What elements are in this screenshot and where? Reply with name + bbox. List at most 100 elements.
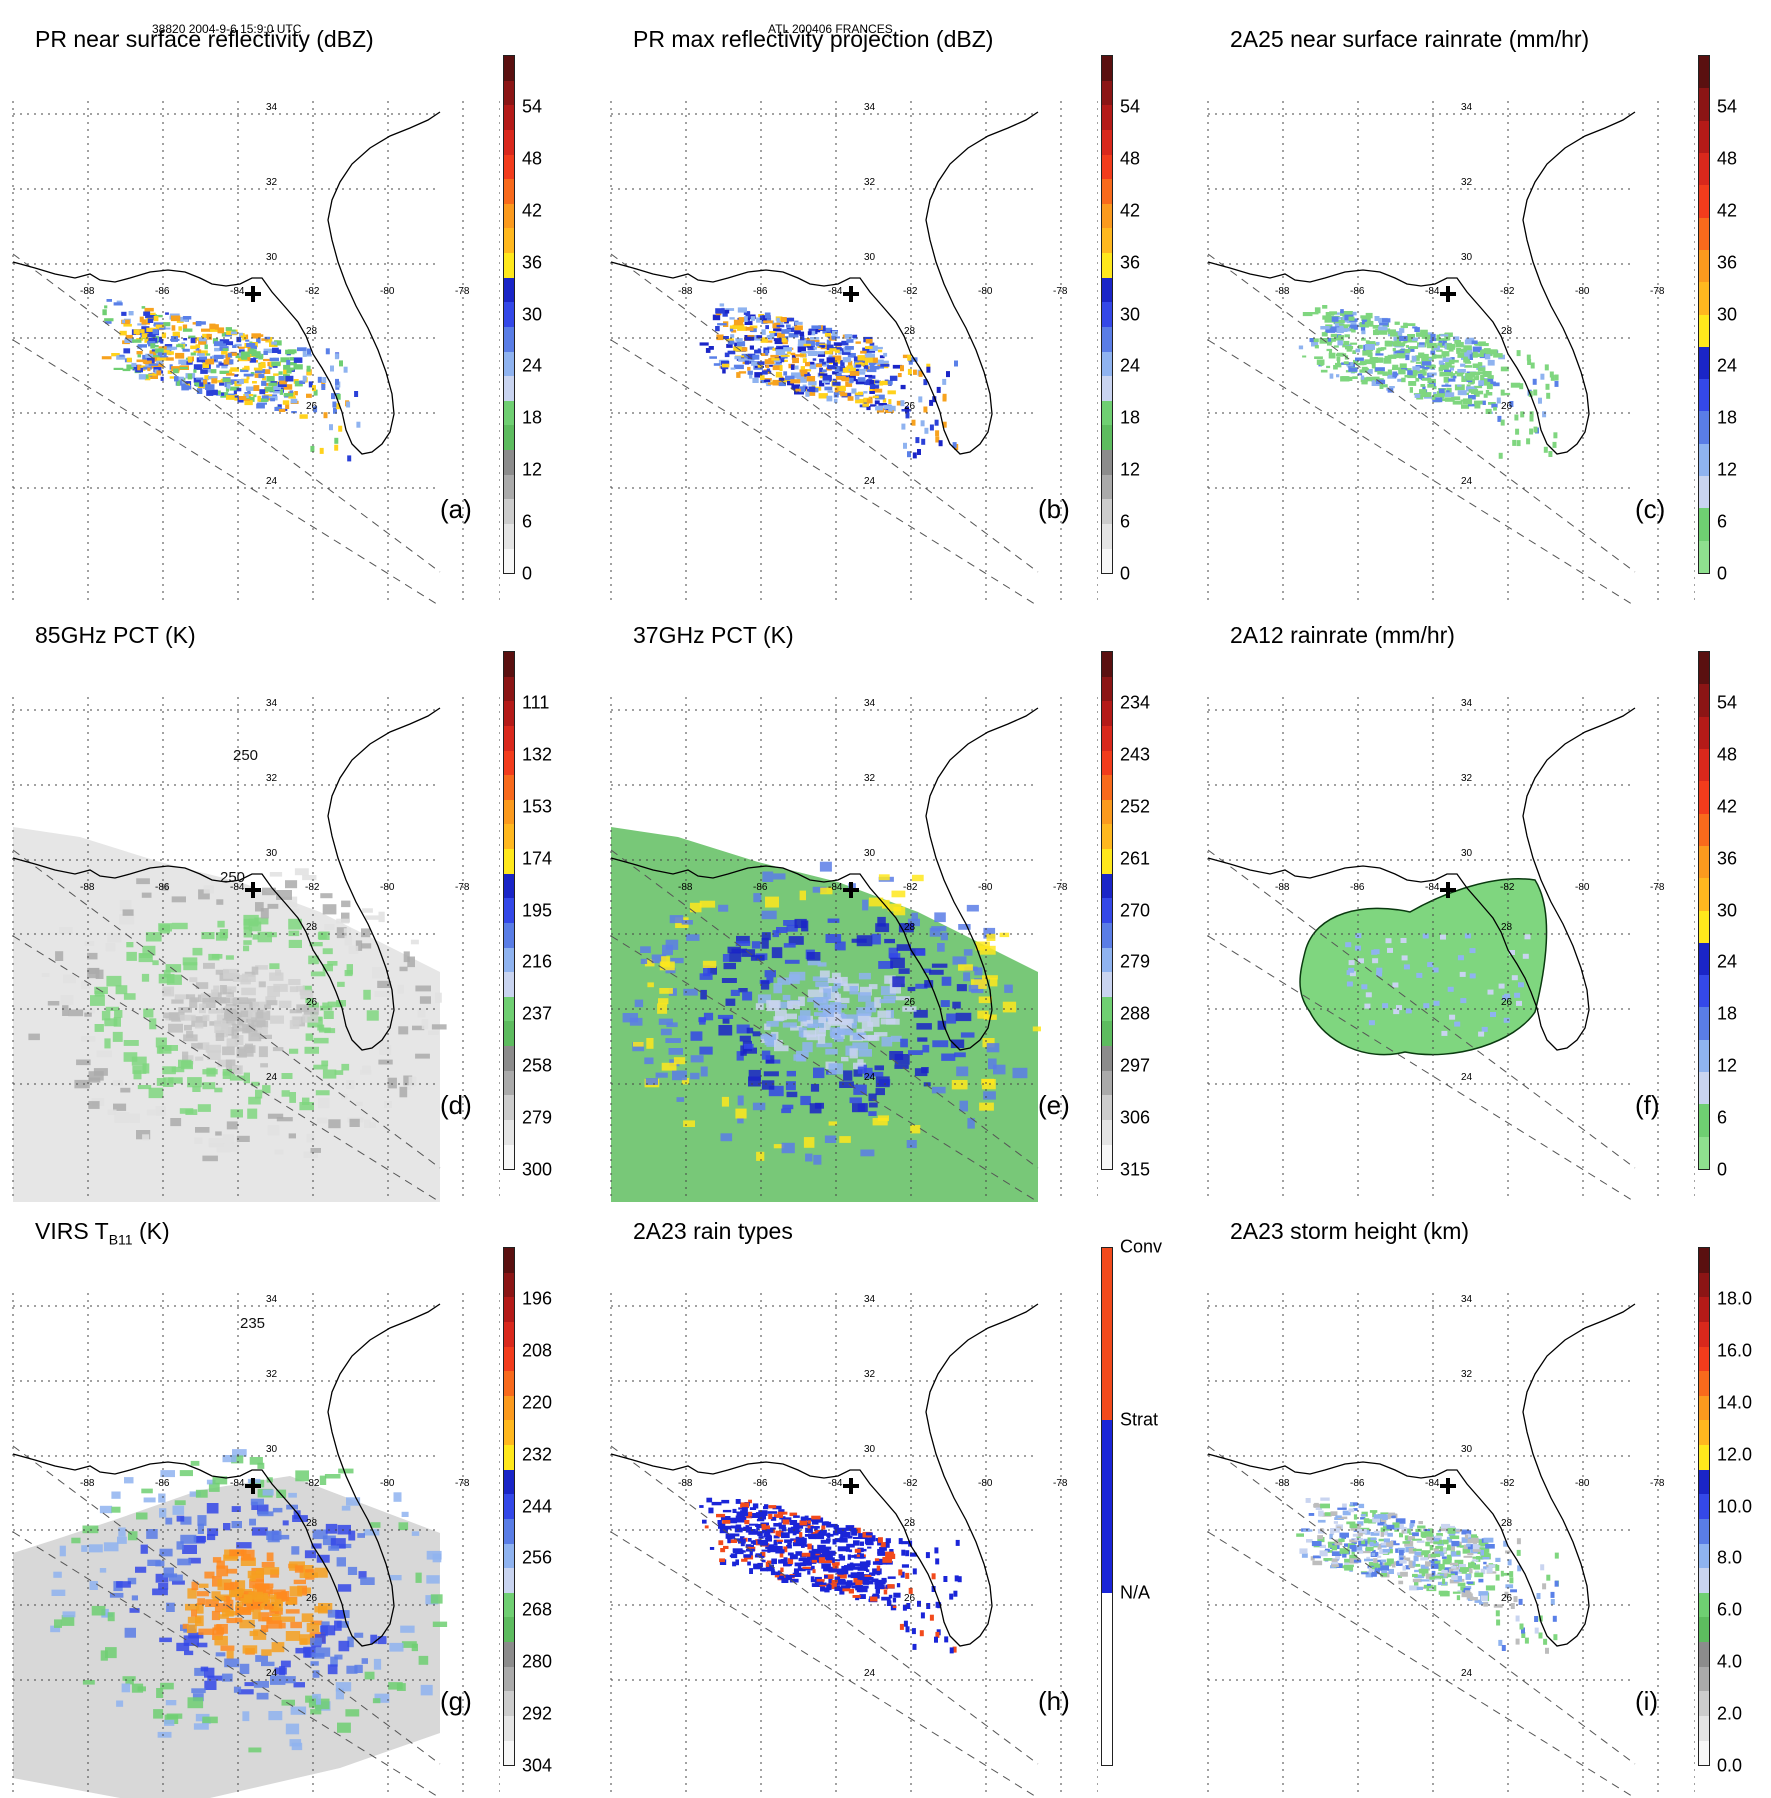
colorbar-segment (1699, 282, 1709, 315)
panel-letter: (b) (1038, 494, 1070, 524)
longitude-label: -86 (155, 286, 170, 297)
colorbar-tick-label: 18 (1717, 407, 1738, 428)
colorbar-segment (1102, 425, 1112, 450)
colorbar-segment (1699, 1518, 1709, 1544)
colorbar-tick-label: 0 (1120, 563, 1131, 584)
longitude-label: -88 (1275, 1478, 1290, 1489)
colorbar-segment (504, 1046, 514, 1071)
colorbar-segment (1102, 277, 1112, 303)
latitude-label: 26 (306, 997, 318, 1008)
precip-field (101, 299, 361, 462)
colorbar-segment (1102, 105, 1112, 130)
storm-name-header: ATL 200406 FRANCES (768, 22, 893, 36)
latitude-label: 34 (1461, 1294, 1473, 1305)
colorbar-segment (1102, 1420, 1112, 1593)
colorbar-tick-label: 30 (1120, 304, 1141, 324)
storm-center-icon (245, 1478, 261, 1494)
storm-center-icon (245, 882, 261, 898)
colorbar-segment (504, 400, 514, 426)
longitude-label: -82 (305, 882, 320, 893)
colorbar-segment (1102, 400, 1112, 426)
coastline (610, 707, 1039, 1051)
storm-center-icon (843, 1478, 859, 1494)
latitude-label: 32 (864, 1369, 876, 1380)
colorbar-segment (1699, 1371, 1709, 1396)
panel-title: 85GHz PCT (K) (35, 622, 196, 648)
colorbar-tick-label: 54 (522, 96, 543, 117)
colorbar-segment (1102, 775, 1112, 800)
latitude-label: 30 (864, 252, 876, 263)
latitude-label: 32 (1461, 177, 1473, 188)
latitude-label: 26 (306, 401, 318, 412)
storm-center-icon (245, 286, 261, 302)
panel-title: 2A23 rain types (633, 1218, 793, 1244)
latitude-label: 26 (904, 997, 916, 1008)
map-plot: 34 32 30 28 26 24 -88 -86 -84 -82 -80 -78 (12, 101, 500, 606)
colorbar-tick-label: 304 (522, 1755, 553, 1776)
longitude-label: -78 (1053, 882, 1068, 893)
colorbar-tick-label: 132 (522, 744, 553, 765)
colorbar-segment (504, 725, 514, 751)
precip-field (1296, 1497, 1559, 1654)
precip-field (13, 827, 447, 1202)
colorbar-segment (504, 351, 514, 377)
colorbar-segment (504, 750, 514, 776)
colorbar-tick-label: 111 (522, 692, 550, 713)
longitude-label: -78 (1650, 286, 1665, 297)
colorbar-tick-label: 54 (1717, 96, 1738, 117)
colorbar-segment (1699, 1248, 1709, 1273)
storm-center-icon (1440, 882, 1456, 898)
graticule (12, 697, 500, 1197)
colorbar-tick-label: 24 (1120, 355, 1141, 376)
latitude-label: 32 (266, 1369, 278, 1380)
colorbar-tick-label: 270 (1120, 900, 1151, 920)
storm-center-icon (843, 882, 859, 898)
graticule (610, 697, 1098, 1197)
colorbar-segment (1699, 1568, 1709, 1593)
latitude-label: 28 (306, 326, 318, 337)
colorbar-tick-label: 196 (522, 1288, 553, 1309)
colorbar (1101, 1247, 1113, 1766)
latitude-label: 26 (1501, 1593, 1513, 1604)
colorbar-segment (504, 1346, 514, 1372)
colorbar-segment (1699, 120, 1709, 153)
colorbar-tick-label: 297 (1120, 1055, 1151, 1076)
colorbar-segment (504, 80, 514, 106)
graticule (610, 101, 1098, 601)
colorbar (503, 55, 515, 574)
coastline (1207, 707, 1636, 1051)
colorbar-segment (1102, 228, 1112, 253)
colorbar-tick-label: 220 (522, 1392, 553, 1413)
colorbar-tick-label: 8.0 (1717, 1547, 1743, 1568)
colorbar-segment (1699, 346, 1709, 380)
latitude-label: 26 (904, 401, 916, 412)
colorbar-segment (504, 450, 514, 475)
colorbar-segment (1102, 972, 1112, 997)
colorbar-segment (1102, 873, 1112, 899)
colorbar-tick-label: 14.0 (1717, 1392, 1753, 1413)
latitude-label: 28 (904, 326, 916, 337)
colorbar-segment (1102, 56, 1112, 81)
colorbar-segment (504, 676, 514, 702)
colorbar-segment (504, 1469, 514, 1495)
colorbar-segment (1699, 975, 1709, 1008)
precip-field (1298, 305, 1559, 459)
longitude-label: -80 (380, 1478, 395, 1489)
colorbar-segment (1102, 996, 1112, 1022)
panel-letter: (g) (440, 1686, 472, 1716)
longitude-label: -88 (1275, 286, 1290, 297)
colorbar-segment (1699, 1136, 1709, 1169)
colorbar-segment (504, 1144, 514, 1170)
colorbar-tick-label: 36 (1120, 252, 1141, 273)
colorbar-tick-label: 18 (522, 407, 543, 428)
colorbar-labels: 54 48 42 36 30 24 18 12 6 0 (1717, 55, 1771, 583)
latitude-label: 28 (1501, 326, 1513, 337)
colorbar-segment (504, 652, 514, 677)
colorbar-tick-label: 24 (1717, 951, 1738, 972)
latitude-label: 34 (864, 698, 876, 709)
coastline (12, 707, 441, 1051)
colorbar-segment (504, 154, 514, 180)
longitude-label: -82 (903, 1478, 918, 1489)
colorbar-segment (504, 1021, 514, 1046)
colorbar-segment (504, 253, 514, 278)
